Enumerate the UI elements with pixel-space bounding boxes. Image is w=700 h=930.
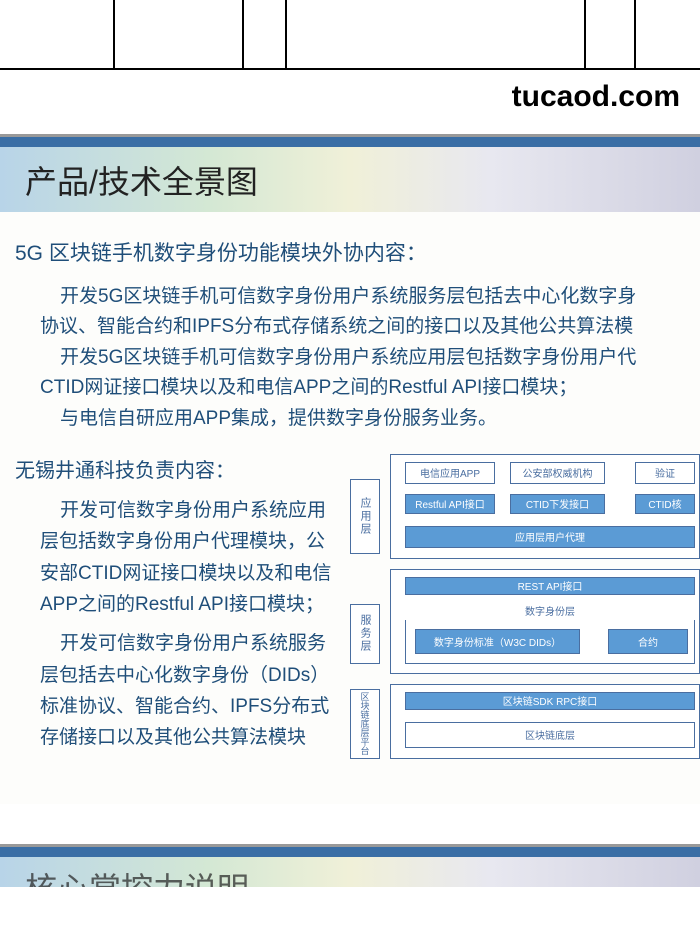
architecture-diagram: 应用层 电信应用APP 公安部权威机构 验证 Restful API接口 CTI… [350, 454, 685, 764]
paragraph: CTID网证接口模块以及和电信APP之间的Restful API接口模块； [15, 373, 685, 403]
slide-title: 产品/技术全景图 [25, 157, 258, 203]
diagram-box-blue: 区块链SDK RPC接口 [405, 692, 695, 710]
title-banner: 产品/技术全景图 [0, 137, 700, 212]
layer-label-service: 服务层 [350, 604, 380, 664]
diagram-box-blue: 数字身份标准（W3C DIDs） [415, 629, 580, 654]
two-column-layout: 无锡井通科技负责内容： 开发可信数字身份用户系统应用层包括数字身份用户代理模块，… [15, 454, 685, 764]
paragraph: 与电信自研应用APP集成，提供数字身份服务业务。 [15, 404, 685, 434]
slide-2-partial: 核心掌控力说明 [0, 844, 700, 887]
section-subtitle: 5G 区块链手机数字身份功能模块外协内容： [15, 237, 685, 267]
table-cell [249, 0, 287, 68]
layer-label-blockchain: 区块链底层平台 [350, 689, 380, 759]
left-paragraph: 开发可信数字身份用户系统应用层包括数字身份用户代理模块，公安部CTID网证接口模… [15, 495, 340, 620]
diagram-box: 公安部权威机构 [510, 462, 605, 484]
table-cell [640, 0, 695, 68]
diagram-box-blue: Restful API接口 [405, 494, 495, 514]
table-cell [119, 0, 244, 68]
slide-title-2: 核心掌控力说明 [25, 864, 249, 887]
table-cell [0, 0, 115, 68]
diagram-box: 电信应用APP [405, 462, 495, 484]
paragraph: 开发5G区块链手机可信数字身份用户系统应用层包括数字身份用户代 [15, 343, 685, 373]
left-column: 无锡井通科技负责内容： 开发可信数字身份用户系统应用层包括数字身份用户代理模块，… [15, 454, 350, 764]
paragraph: 开发5G区块链手机可信数字身份用户系统服务层包括去中心化数字身 [15, 282, 685, 312]
left-paragraph: 开发可信数字身份用户系统服务层包括去中心化数字身份（DIDs）标准协议、智能合约… [15, 628, 340, 753]
diagram-label: 数字身份层 [405, 602, 695, 620]
slide-1: 产品/技术全景图 5G 区块链手机数字身份功能模块外协内容： 开发5G区块链手机… [0, 134, 700, 804]
table-cell [591, 0, 636, 68]
paragraph: 协议、智能合约和IPFS分布式存储系统之间的接口以及其他公共算法模 [15, 312, 685, 342]
left-subtitle: 无锡井通科技负责内容： [15, 454, 340, 483]
watermark-text: tucaod.com [0, 70, 700, 134]
diagram-box-blue: CTID核 [635, 494, 695, 514]
diagram-box: 验证 [635, 462, 695, 484]
diagram-box-blue: REST API接口 [405, 577, 695, 595]
diagram-box-blue: 应用层用户代理 [405, 526, 695, 548]
diagram-box: 区块链底层 [405, 722, 695, 748]
content-area: 5G 区块链手机数字身份功能模块外协内容： 开发5G区块链手机可信数字身份用户系… [0, 212, 700, 774]
layer-label-app: 应用层 [350, 479, 380, 554]
diagram-box-blue: 合约 [608, 629, 688, 654]
title-banner-2: 核心掌控力说明 [0, 847, 700, 887]
table-cell [291, 0, 586, 68]
partial-table-top [0, 0, 700, 70]
diagram-box-blue: CTID下发接口 [510, 494, 605, 514]
